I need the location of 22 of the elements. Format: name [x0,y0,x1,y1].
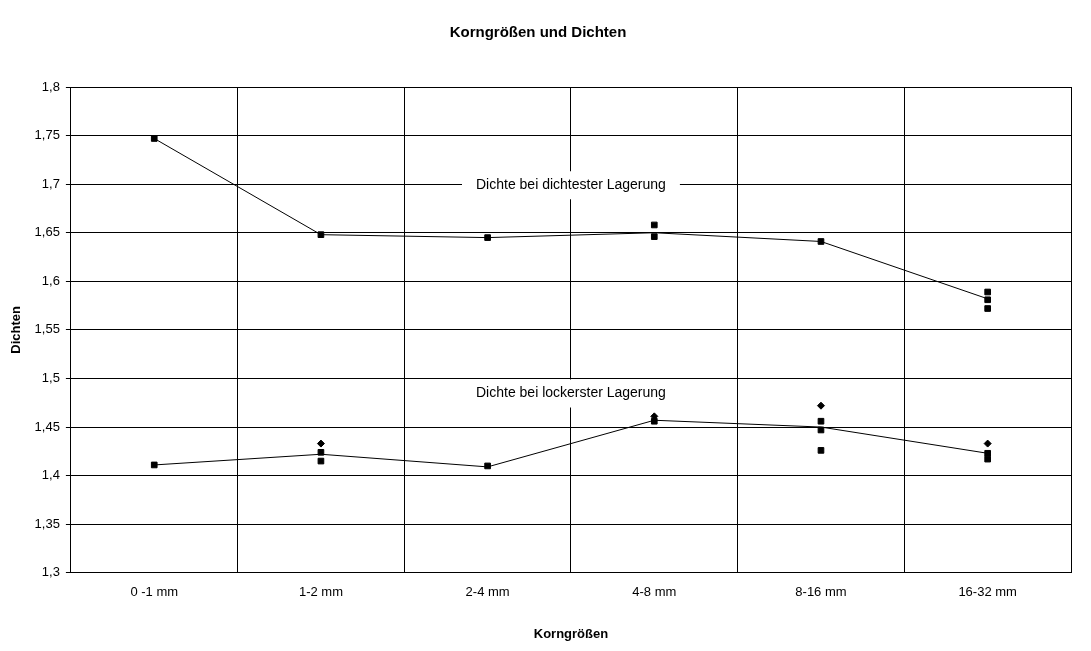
series-label: Dichte bei lockerster Lagerung [476,384,666,401]
y-tick-label: 1,35 [34,515,60,531]
x-tick-label: 2-4 mm [465,584,510,600]
y-tick-label: 1,55 [34,321,60,337]
x-tick-label: 0 -1 mm [130,584,179,600]
y-tick-label: 1,5 [41,370,60,386]
chart-title: Korngrößen und Dichten [449,23,627,41]
y-tick-label: 1,3 [41,564,60,580]
y-axis-title: Dichten [8,306,24,354]
x-tick-label: 8-16 mm [795,584,847,600]
y-tick-label: 1,7 [41,175,60,191]
y-tick-label: 1,75 [34,127,60,143]
x-tick-label: 4-8 mm [632,584,677,600]
x-axis-title: Korngrößen [533,625,609,641]
y-tick-label: 1,45 [34,418,60,434]
y-tick-label: 1,6 [41,272,60,288]
y-tick-label: 1,8 [41,78,60,94]
y-tick-label: 1,65 [34,224,60,240]
y-tick-label: 1,4 [41,467,60,483]
x-tick-label: 16-32 mm [958,584,1017,600]
x-tick-label: 1-2 mm [298,584,343,600]
text: Dichte bei dichtester Lagerung [476,176,666,193]
